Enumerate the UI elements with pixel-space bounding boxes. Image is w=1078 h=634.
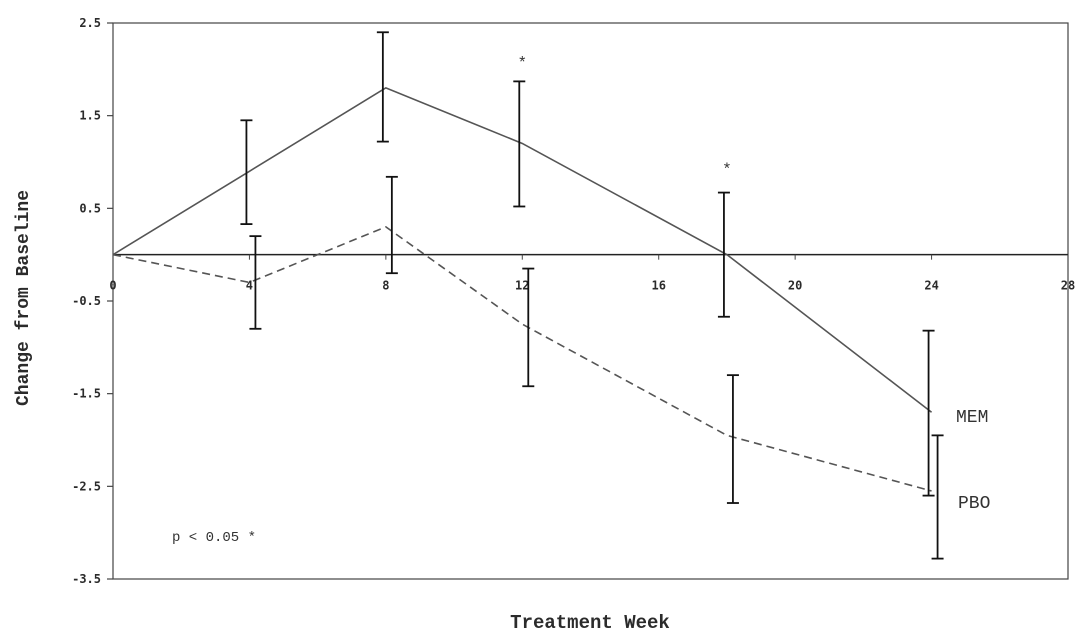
x-tick-label: 28 (1061, 279, 1075, 293)
x-tick-label: 0 (109, 279, 116, 293)
x-tick-label: 4 (246, 279, 253, 293)
x-tick-label: 8 (382, 279, 389, 293)
y-tick-label: 2.5 (79, 16, 101, 30)
series-layer (112, 86, 933, 492)
x-axis-title: Treatment Week (510, 612, 670, 634)
error-bar-pbo (726, 374, 739, 504)
error-bar-pbo (385, 175, 398, 275)
x-tick-label: 24 (924, 279, 938, 293)
significance-star: * (517, 54, 527, 72)
series-label-mem: MEM (956, 408, 988, 428)
error-bar-mem (922, 329, 935, 497)
p-value-annotation: p < 0.05 * (172, 530, 256, 546)
y-axis-title: Change from Baseline (14, 190, 34, 406)
y-tick-label: -2.5 (72, 479, 101, 493)
x-tick-label: 20 (788, 279, 802, 293)
error-bar-pbo (522, 267, 535, 388)
error-bar-pbo (249, 235, 262, 330)
error-bar-mem (717, 191, 730, 318)
error-bars (240, 31, 944, 560)
series-label-pbo: PBO (958, 494, 990, 514)
significance-star: * (722, 161, 732, 179)
series-line-mem (112, 86, 933, 413)
significance-markers: ** (517, 54, 731, 179)
error-bar-mem (240, 119, 253, 225)
x-tick-label: 16 (651, 279, 665, 293)
y-tick-label: -0.5 (72, 294, 101, 308)
y-axis-ticks: 2.5 1.5 0.5 -0.5 -1.5 -2.5 -3.5 (72, 16, 113, 586)
error-bar-pbo (931, 434, 944, 560)
series-line-pbo (112, 225, 932, 492)
error-bar-mem (513, 80, 526, 208)
y-tick-label: 0.5 (79, 201, 101, 215)
x-axis-ticks: 0 4 8 12 16 20 24 28 (109, 254, 1075, 293)
x-tick-label: 12 (515, 279, 529, 293)
y-tick-label: -3.5 (72, 572, 101, 586)
y-tick-label: -1.5 (72, 387, 101, 401)
y-tick-label: 1.5 (79, 109, 101, 123)
error-bar-mem (376, 31, 389, 143)
